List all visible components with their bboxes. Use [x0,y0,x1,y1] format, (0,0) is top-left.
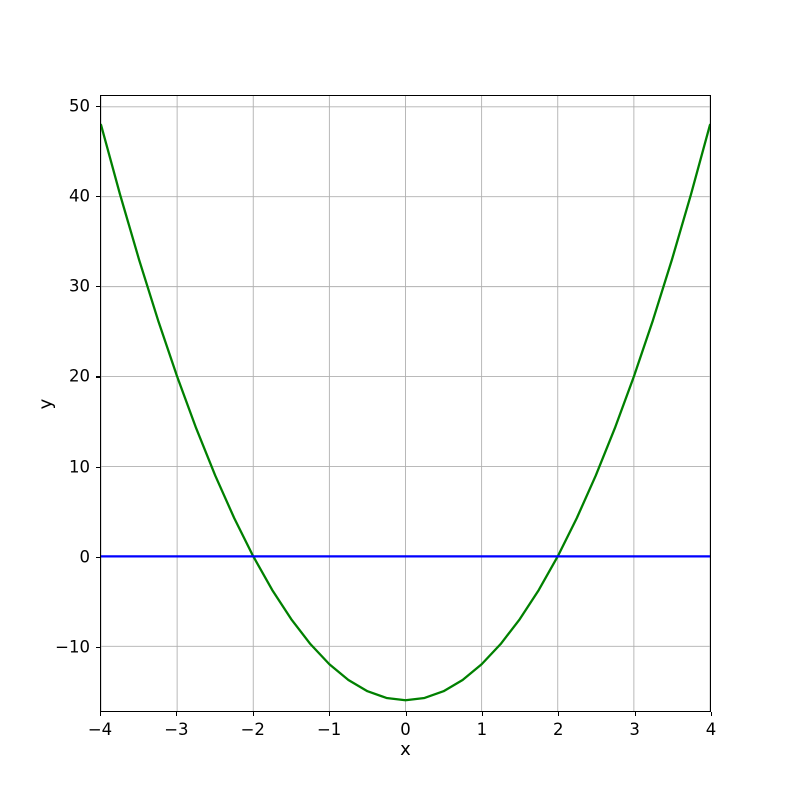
y-tick-mark [96,105,100,107]
x-axis-label: x [400,739,411,760]
x-tick-mark [634,712,636,716]
y-tick-label: 10 [69,457,90,477]
y-axis-label: y [35,398,57,409]
plot-canvas [101,96,710,711]
x-tick-label: 1 [476,720,488,739]
y-tick-mark [96,376,100,378]
x-tick-label: −1 [316,720,342,739]
y-tick-label: −10 [55,637,90,657]
x-tick-mark [252,712,254,716]
x-tick-mark [711,712,713,716]
x-tick-label: 3 [629,720,640,739]
x-tick-mark [558,712,560,716]
x-tick-label: −2 [240,720,265,739]
x-tick-mark [100,712,102,716]
x-tick-label: 2 [553,720,564,739]
plot-axes [100,95,711,712]
x-tick-label: −3 [164,720,189,739]
vertical-gridlines [101,96,710,711]
x-tick-mark [176,712,178,716]
y-tick-label: 30 [69,276,90,296]
x-tick-mark [481,712,483,716]
x-tick-mark [329,712,331,716]
x-tick-label: 0 [400,720,411,739]
y-tick-mark [96,556,100,558]
x-tick-label: −4 [87,720,113,739]
y-tick-label: 40 [69,186,90,206]
y-tick-label: 20 [69,366,90,386]
y-tick-mark [96,466,100,468]
y-tick-mark [96,196,100,198]
y-tick-mark [96,286,100,288]
y-tick-label: 0 [79,547,91,567]
x-tick-mark [405,712,407,716]
series-line-parabola [101,123,710,702]
y-tick-mark [96,647,100,649]
x-tick-label: 4 [705,720,717,739]
y-tick-label: 50 [69,96,90,116]
